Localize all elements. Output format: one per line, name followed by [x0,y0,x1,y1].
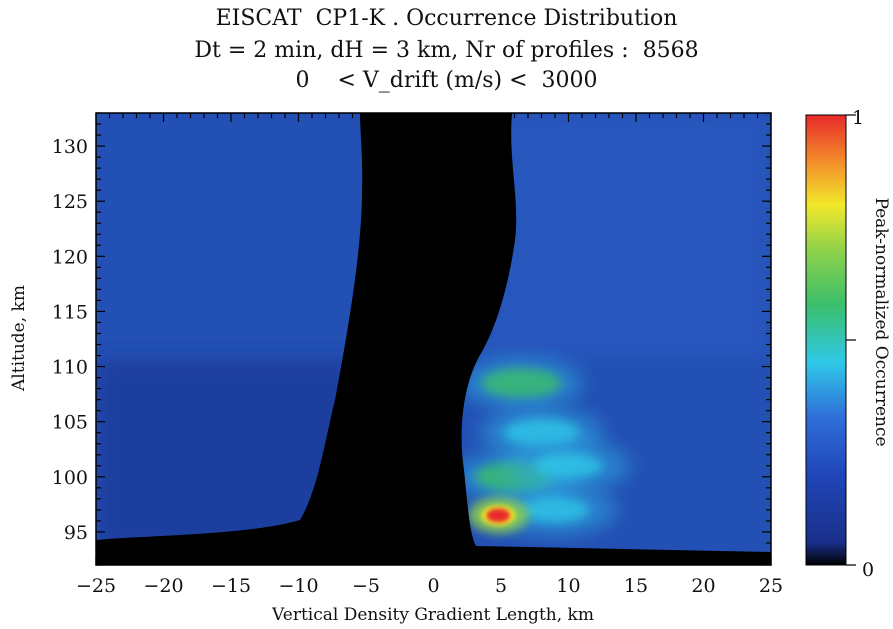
y-tick-label: 130 [52,136,88,158]
y-tick-label: 115 [52,301,88,323]
colorbar-tick-label-min: 0 [862,559,874,581]
x-tick-label: 5 [495,575,507,597]
colorbar-tick-label-max: 1 [852,107,864,129]
y-tick-label: 95 [64,522,88,544]
y-tick-label: 105 [52,412,88,434]
y-axis-title: Altitude, km [9,285,29,392]
occurrence-feature [520,497,590,523]
chart-title: EISCAT CP1-K . Occurrence Distribution [215,6,678,31]
colorbar-label: Peak-normalized Occurrence [871,197,891,446]
x-tick-label: −10 [278,575,318,597]
y-tick-label: 100 [52,467,88,489]
x-tick-label: −25 [76,575,116,597]
upper-right-region [430,113,771,360]
y-tick-label: 110 [52,357,88,379]
x-tick-label: 15 [624,575,648,597]
colorbar [805,114,847,566]
x-tick-label: −5 [352,575,380,597]
x-tick-label: −20 [143,575,183,597]
peak-core [486,508,511,523]
chart-subtitle-2: 0 < V_drift (m/s) < 3000 [295,68,598,93]
x-tick-label: −15 [211,575,251,597]
x-axis-title: Vertical Density Gradient Length, km [271,605,594,625]
x-tick-label: 20 [691,575,715,597]
x-tick-label: 10 [556,575,580,597]
occurrence-feature [503,418,580,447]
occurrence-feature [481,368,562,398]
y-tick-label: 125 [52,191,88,213]
x-tick-label: 25 [759,575,783,597]
x-tick-label: 0 [427,575,439,597]
occurrence-feature [534,453,603,479]
y-tick-label: 120 [52,246,88,268]
chart-subtitle: Dt = 2 min, dH = 3 km, Nr of profiles : … [194,38,699,63]
zero-occurrence-column [96,113,771,565]
